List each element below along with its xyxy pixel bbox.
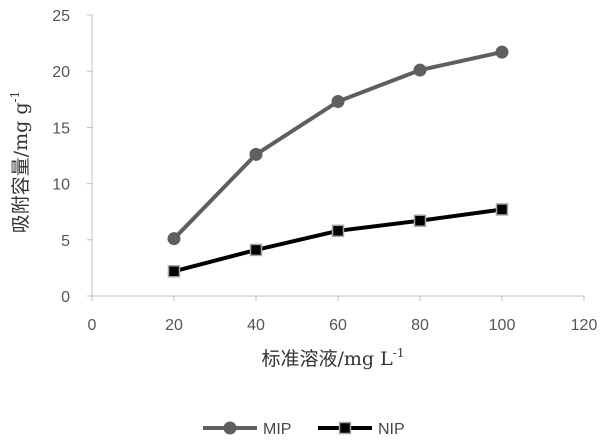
- legend-marker: [223, 421, 237, 435]
- x-tick-label: 80: [411, 317, 429, 334]
- x-tick-label: 60: [329, 317, 347, 334]
- y-tick-label: 15: [52, 120, 70, 137]
- legend-item-mip: MIP: [203, 421, 291, 438]
- y-tick-label: 5: [61, 233, 70, 250]
- legend-label: NIP: [378, 421, 405, 438]
- x-axis-title: 标准溶液/mg L-1: [262, 346, 405, 370]
- y-axis-title-superscript: -1: [8, 91, 22, 103]
- y-tick-label: 25: [52, 8, 70, 25]
- data-point-nip: [495, 203, 509, 216]
- x-tick-label: 100: [489, 317, 516, 334]
- y-tick-label: 20: [52, 64, 70, 81]
- series-line-nip: [173, 207, 503, 274]
- data-point-mip: [495, 45, 509, 59]
- x-axis-ticks: 0 20 40 60 80 100 120: [88, 296, 598, 334]
- data-point-mip: [331, 95, 345, 109]
- data-point-nip: [167, 265, 181, 278]
- series-mip: [167, 45, 509, 246]
- data-point-mip: [249, 147, 263, 161]
- legend-label: MIP: [263, 421, 291, 438]
- data-point-mip: [413, 63, 427, 77]
- data-point-nip: [331, 224, 345, 238]
- data-point-nip: [413, 214, 427, 227]
- series-line-mip: [172, 50, 503, 241]
- y-tick-label: 10: [52, 177, 70, 194]
- x-axis-title-text: 标准溶液/mg L: [262, 348, 394, 370]
- data-point-nip: [249, 243, 263, 257]
- y-axis-title-text: 吸附容量/mg g: [10, 102, 32, 233]
- x-tick-label: 40: [247, 317, 265, 334]
- series-layer: [167, 45, 509, 278]
- legend-item-nip: NIP: [318, 421, 405, 438]
- y-axis-ticks: 0 5 10 15 20 25: [52, 8, 92, 306]
- legend: MIP NIP: [203, 421, 405, 438]
- x-tick-label: 0: [88, 317, 97, 334]
- x-tick-label: 120: [571, 317, 598, 334]
- x-tick-label: 20: [165, 317, 183, 334]
- y-axis-title: 吸附容量/mg g-1: [8, 91, 32, 234]
- legend-marker: [338, 421, 352, 435]
- data-point-mip: [167, 232, 181, 246]
- series-nip: [167, 203, 509, 278]
- y-tick-label: 0: [61, 289, 70, 306]
- x-axis-title-superscript: -1: [393, 346, 405, 360]
